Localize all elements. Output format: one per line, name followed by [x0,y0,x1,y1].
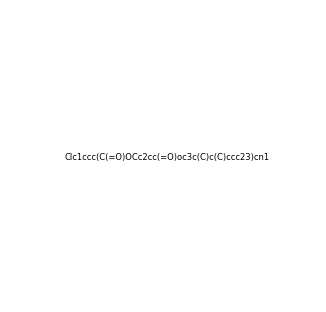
Text: Clc1ccc(C(=O)OCc2cc(=O)oc3c(C)c(C)ccc23)cn1: Clc1ccc(C(=O)OCc2cc(=O)oc3c(C)c(C)ccc23)… [65,153,270,162]
